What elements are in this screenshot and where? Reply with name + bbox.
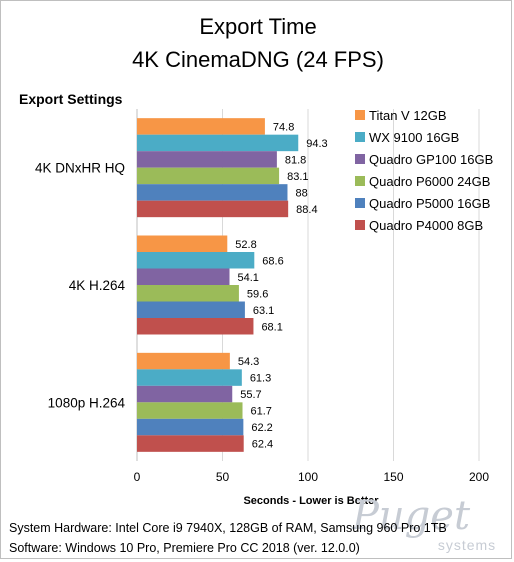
bars: [137, 118, 299, 452]
bar: [137, 301, 245, 318]
bar-value-label: 59.6: [247, 288, 268, 300]
bar: [137, 435, 244, 452]
bar-value-label: 54.3: [238, 356, 259, 368]
legend-swatch: [355, 176, 365, 186]
legend-label: Quadro P4000 8GB: [369, 218, 483, 233]
category-label: 1080p H.264: [48, 395, 126, 410]
bar-value-label: 94.3: [306, 138, 327, 150]
bar: [137, 318, 254, 335]
legend-swatch: [355, 110, 365, 120]
chart-subtitle: 4K CinemaDNG (24 FPS): [132, 47, 384, 72]
bar-value-label: 83.1: [287, 171, 308, 183]
bar-value-label: 68.6: [262, 255, 283, 267]
x-axis-ticks: 0 50 100 150 200: [134, 470, 490, 484]
bar-value-label: 88: [295, 187, 307, 199]
footer-hardware: System Hardware: Intel Core i9 7940X, 12…: [9, 521, 447, 535]
bar: [137, 385, 233, 403]
bar: [137, 184, 288, 201]
value-labels: 74.8 94.381.8 83.1 88 88.4 52.8 68.654.1 59.6 63…: [235, 121, 327, 450]
footer-software: Software: Windows 10 Pro, Premiere Pro C…: [9, 541, 360, 555]
legend-swatch: [355, 220, 365, 230]
bar: [137, 235, 228, 252]
bar-value-label: 68.1: [261, 321, 282, 333]
watermark-sub: systems: [438, 537, 496, 553]
legend-swatch: [355, 198, 365, 208]
bar: [137, 418, 244, 436]
bar: [137, 268, 230, 285]
bar-value-label: 62.4: [252, 439, 273, 451]
x-tick-label: 0: [134, 470, 141, 484]
bar-value-label: 52.8: [235, 239, 256, 251]
legend-label: Quadro GP100 16GB: [369, 152, 493, 167]
bar-value-label: 61.7: [251, 406, 272, 418]
bar: [137, 402, 243, 419]
bar: [137, 118, 265, 135]
bar-value-label: 74.8: [273, 121, 294, 133]
legend-label: WX 9100 16GB: [369, 130, 459, 145]
bar-value-label: 61.3: [250, 373, 271, 385]
bar: [137, 352, 230, 370]
bar: [137, 200, 289, 218]
puget-watermark: Puget systems: [351, 493, 496, 553]
category-labels: 4K DNxHR HQ 4K H.264 1080p H.264: [35, 161, 125, 411]
bar-value-label: 54.1: [238, 272, 259, 284]
legend-swatch: [355, 132, 365, 142]
bar-value-label: 55.7: [240, 389, 261, 401]
legend-label: Quadro P5000 16GB: [369, 196, 490, 211]
legend: Titan V 12GB WX 9100 16GB Quadro GP100 16G…: [355, 108, 493, 233]
bar: [137, 369, 242, 386]
legend-swatch: [355, 154, 365, 164]
bar: [137, 167, 280, 185]
category-label: 4K DNxHR HQ: [35, 161, 125, 176]
bar: [137, 252, 255, 269]
bar-value-label: 63.1: [253, 305, 274, 317]
x-tick-label: 50: [216, 470, 230, 484]
watermark-logo: Puget: [351, 493, 471, 539]
section-label: Export Settings: [19, 91, 123, 107]
bar-value-label: 81.8: [285, 154, 306, 166]
bar-value-label: 88.4: [296, 204, 317, 216]
bar: [137, 134, 299, 152]
legend-label: Titan V 12GB: [369, 108, 447, 123]
bar-value-label: 62.2: [251, 422, 272, 434]
bar: [137, 151, 277, 168]
x-axis-title: Seconds - Lower is Better: [243, 495, 379, 507]
category-label: 4K H.264: [69, 278, 126, 293]
x-tick-label: 200: [469, 470, 489, 484]
chart-title: Export Time: [199, 14, 316, 39]
x-tick-label: 100: [298, 470, 318, 484]
bar: [137, 285, 239, 302]
x-tick-label: 150: [383, 470, 403, 484]
legend-label: Quadro P6000 24GB: [369, 174, 490, 189]
